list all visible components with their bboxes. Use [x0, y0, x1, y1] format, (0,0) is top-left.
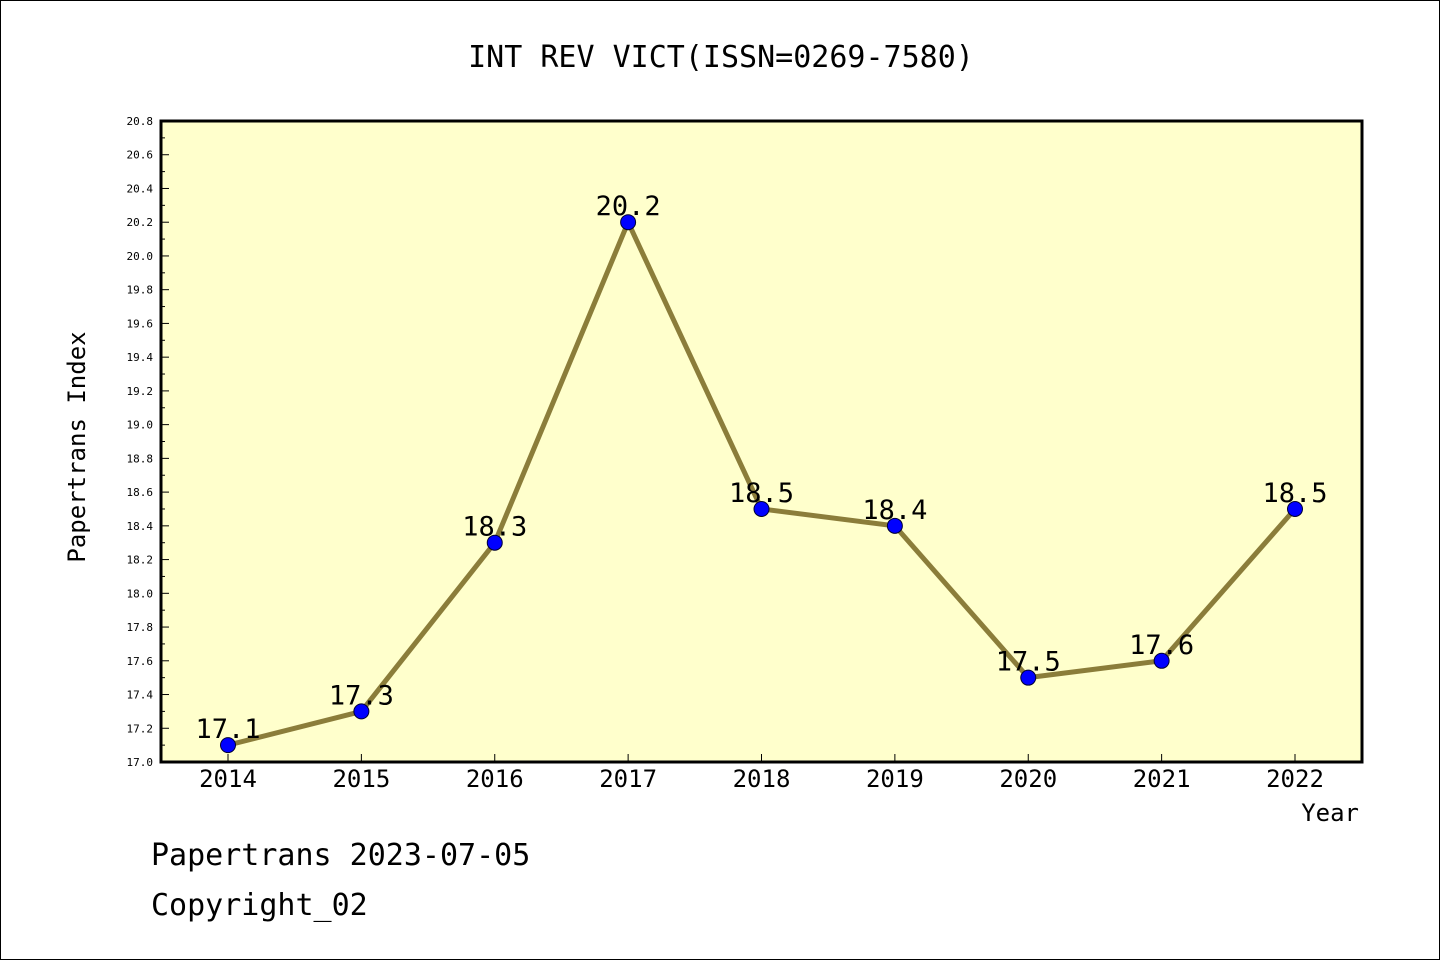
data-point — [753, 500, 770, 517]
chart-title: INT REV VICT(ISSN=0269-7580) — [468, 40, 974, 75]
y-tick-label: 17.8 — [127, 621, 154, 634]
x-tick-label: 2016 — [466, 765, 524, 793]
y-tick-label: 19.8 — [127, 284, 154, 297]
x-tick-label: 2014 — [199, 765, 257, 793]
data-labels: 17.1 17.3 18.3 20.2 18.5 18.4 17.5 17.6 18.5 — [195, 191, 1327, 745]
x-tick-label: 2017 — [599, 765, 657, 793]
data-point — [220, 737, 236, 754]
x-tick-label: 2015 — [332, 765, 390, 793]
data-label: 17.3 — [329, 680, 394, 711]
y-tick-label: 17.2 — [127, 722, 154, 735]
data-point — [1020, 669, 1037, 686]
data-label: 17.1 — [195, 714, 260, 745]
x-tick-label: 2022 — [1266, 765, 1324, 793]
data-point — [620, 214, 637, 231]
data-point — [886, 517, 903, 534]
data-label: 20.2 — [596, 191, 661, 222]
data-label: 18.3 — [462, 512, 527, 543]
y-tick-label: 17.6 — [127, 655, 154, 668]
y-tick-label: 20.8 — [127, 115, 154, 128]
x-tick-label: 2018 — [733, 765, 791, 793]
data-label: 18.5 — [729, 478, 794, 509]
data-label: 17.5 — [996, 647, 1061, 678]
y-tick-label: 17.0 — [127, 756, 154, 769]
data-label: 17.6 — [1129, 630, 1194, 661]
data-point — [353, 703, 370, 720]
y-tick-label: 20.4 — [127, 182, 154, 195]
data-label: 18.4 — [862, 495, 927, 526]
data-point — [1287, 500, 1303, 517]
y-tick-label: 19.2 — [127, 385, 154, 398]
x-axis: 2014 2015 2016 2017 2018 2019 2020 2021 2022 — [199, 754, 1324, 793]
y-tick-label: 19.4 — [127, 351, 154, 364]
plot-area — [159, 119, 1364, 764]
footer-copyright: Copyright_02 — [151, 888, 368, 923]
y-tick-label: 20.6 — [127, 149, 154, 162]
data-label: 18.5 — [1262, 478, 1327, 509]
y-tick-label: 20.0 — [127, 250, 154, 263]
y-tick-label: 18.4 — [127, 520, 154, 533]
x-tick-label: 2019 — [866, 765, 924, 793]
x-tick-label: 2021 — [1133, 765, 1191, 793]
y-tick-label: 18.6 — [127, 486, 154, 499]
footer-date: Papertrans 2023-07-05 — [151, 838, 530, 873]
y-axis-label: Papertrans Index — [63, 331, 91, 562]
y-tick-label: 19.0 — [127, 419, 154, 432]
y-tick-label: 17.4 — [127, 689, 154, 702]
y-tick-label: 18.2 — [127, 554, 154, 567]
y-tick-label: 19.6 — [127, 317, 154, 330]
y-axis: 17.0 17.2 17.4 17.6 17.8 18.0 18.2 18.4 18.6 18.8… — [127, 115, 169, 769]
data-point — [1153, 652, 1170, 669]
data-points — [220, 214, 1303, 754]
data-point — [486, 534, 503, 551]
y-tick-label: 20.2 — [127, 216, 154, 229]
x-axis-label: Year — [1301, 799, 1359, 827]
y-tick-label: 18.8 — [127, 452, 154, 465]
x-tick-label: 2020 — [999, 765, 1057, 793]
y-tick-label: 18.0 — [127, 587, 154, 600]
